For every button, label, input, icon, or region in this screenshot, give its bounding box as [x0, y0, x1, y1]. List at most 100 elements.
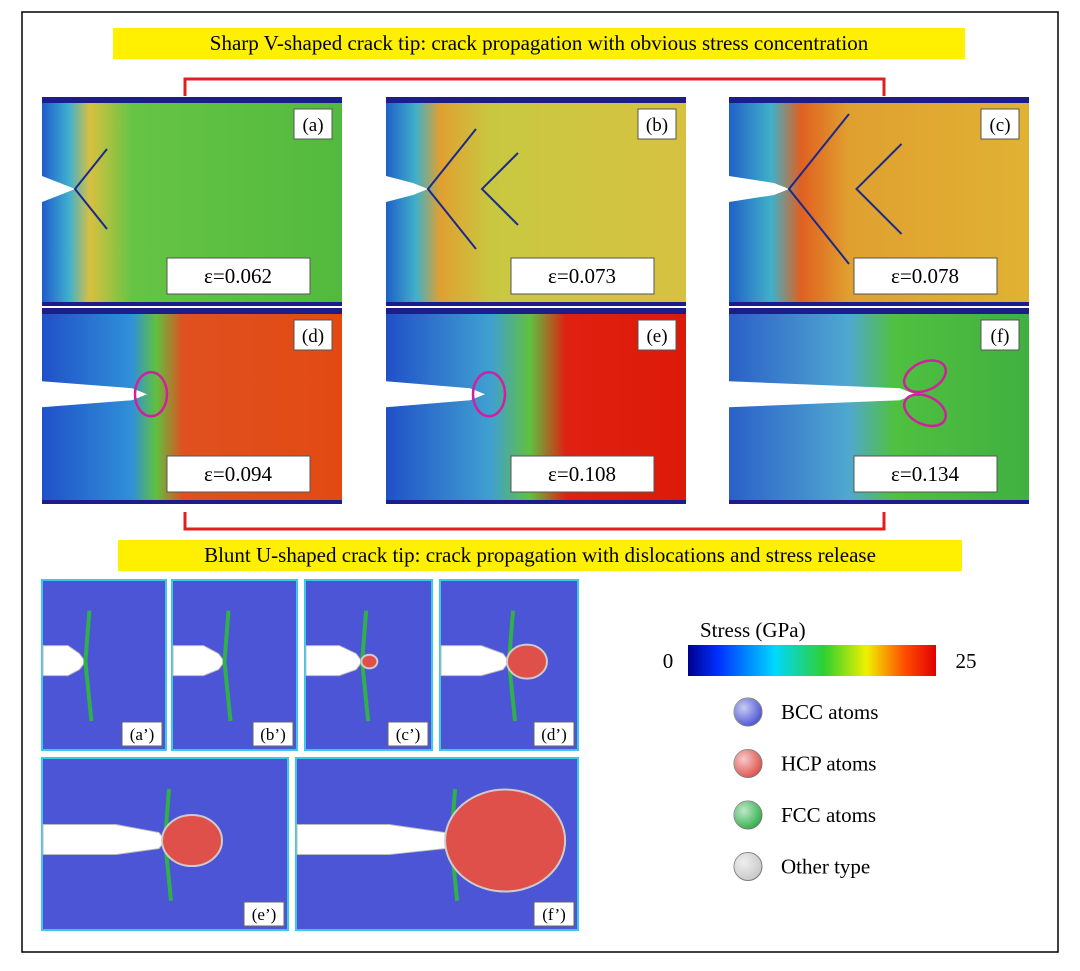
- panel-top-edge: [42, 97, 342, 103]
- ellipse-mark: [471, 370, 507, 418]
- panel-label: (a’): [130, 725, 155, 744]
- label-box: [533, 901, 575, 927]
- strain-box: [510, 455, 655, 493]
- stress-panel: (f) ε=0.134: [729, 308, 1029, 504]
- strain-label: ε=0.073: [548, 264, 616, 288]
- strain-label: ε=0.078: [891, 264, 959, 288]
- crack: [172, 645, 226, 677]
- panel-label: (c): [989, 115, 1010, 136]
- panel-top-edge: [729, 308, 1029, 314]
- legend-highlight: [734, 749, 762, 778]
- panel-label: (d): [302, 326, 324, 347]
- panel-label: (f’): [542, 905, 566, 924]
- panel-label: (c’): [396, 725, 421, 744]
- structure-panel: (f’): [295, 757, 579, 931]
- bottom-banner-bg: [118, 540, 962, 571]
- strain-box: [166, 257, 311, 295]
- slip-line: [426, 128, 477, 250]
- legend-highlight: [734, 698, 762, 726]
- panel-top-edge: [386, 97, 686, 103]
- panel-bottom-edge: [42, 302, 342, 306]
- ellipse-mark: [902, 359, 948, 394]
- label-box: [243, 901, 285, 927]
- strain-label: ε=0.134: [891, 462, 959, 486]
- label-box: [980, 108, 1020, 140]
- stress-panel: (d) ε=0.094: [42, 308, 342, 504]
- stress-panel: (c) ε=0.078: [729, 97, 1029, 306]
- hcp-region: [360, 653, 379, 670]
- panel-label: (a): [302, 115, 323, 136]
- crack: [386, 381, 485, 408]
- panels: (a) ε=0.062 (b) ε=0.073 (c) ε=0.078 (d) ε=0.094…: [41, 97, 1029, 931]
- panel-label: (e): [646, 326, 667, 347]
- label-box: [293, 319, 333, 351]
- crack: [42, 645, 87, 677]
- top-banner: Sharp V-shaped crack tip: crack propagat…: [210, 31, 869, 55]
- bottom-bracket: [183, 512, 886, 531]
- structure-panel: (a’): [41, 579, 167, 751]
- hcp-region: [161, 814, 223, 868]
- structure-panel: (e’): [41, 757, 289, 931]
- legend-highlight: [734, 852, 762, 881]
- legend-label: Other type: [781, 855, 870, 879]
- legend-label: BCC atoms: [781, 700, 878, 724]
- top-bracket: [183, 77, 886, 96]
- stress-panel: (b) ε=0.073: [386, 97, 686, 306]
- strain-label: ε=0.108: [548, 462, 616, 486]
- structure-panel: (b’): [171, 579, 298, 751]
- structure-panel: (d’): [439, 579, 579, 751]
- ellipse-mark: [133, 370, 169, 418]
- structure-panel: (c’): [304, 579, 433, 751]
- strain-box: [510, 257, 655, 295]
- label-box: [637, 319, 677, 351]
- panel-label: (d’): [541, 725, 566, 744]
- colorbar-min: 0: [663, 649, 674, 673]
- legend-label: HCP atoms: [781, 752, 876, 776]
- bottom-banner: Blunt U-shaped crack tip: crack propagat…: [204, 543, 876, 567]
- strain-box: [853, 455, 998, 493]
- panel-label: (b’): [260, 725, 285, 744]
- panel-bottom-edge: [729, 302, 1029, 306]
- slip-line: [855, 143, 903, 235]
- panel-top-edge: [386, 308, 686, 314]
- crack: [440, 645, 510, 677]
- outer-border: [21, 11, 1059, 953]
- legend-label: FCC atoms: [781, 803, 876, 827]
- fcc-band: [83, 610, 94, 722]
- colorbar: [688, 645, 936, 676]
- panel-label: (e’): [252, 905, 277, 924]
- label-box: [387, 721, 429, 747]
- panel-top-edge: [42, 308, 342, 314]
- stress-panel: (a) ε=0.062: [42, 97, 342, 306]
- panel-bottom-edge: [42, 500, 342, 504]
- strain-box: [853, 257, 998, 295]
- slip-line: [787, 113, 850, 265]
- label-box: [637, 108, 677, 140]
- hcp-region: [444, 788, 567, 893]
- colorbar-title: Stress (GPa): [700, 618, 806, 642]
- slip-line: [73, 148, 108, 230]
- panel-label: (f): [991, 326, 1010, 347]
- crack: [305, 645, 363, 677]
- top-banner-bg: [113, 28, 965, 59]
- ellipse-mark: [902, 393, 948, 428]
- colorbar-max: 25: [956, 649, 977, 673]
- crack: [386, 175, 428, 202]
- fcc-band: [222, 610, 233, 722]
- crack: [42, 381, 147, 408]
- strain-label: ε=0.094: [204, 462, 272, 486]
- legend-highlight: [734, 801, 762, 829]
- strain-label: ε=0.062: [204, 264, 272, 288]
- label-box: [980, 319, 1020, 351]
- hcp-region: [506, 643, 548, 680]
- slip-line: [480, 152, 519, 226]
- label-box: [293, 108, 333, 140]
- panel-label: (b): [646, 115, 668, 136]
- panel-top-edge: [729, 97, 1029, 103]
- panel-bottom-edge: [729, 500, 1029, 504]
- panel-bottom-edge: [386, 500, 686, 504]
- crack: [729, 175, 789, 202]
- label-box: [533, 721, 575, 747]
- strain-box: [166, 455, 311, 493]
- label-box: [121, 721, 163, 747]
